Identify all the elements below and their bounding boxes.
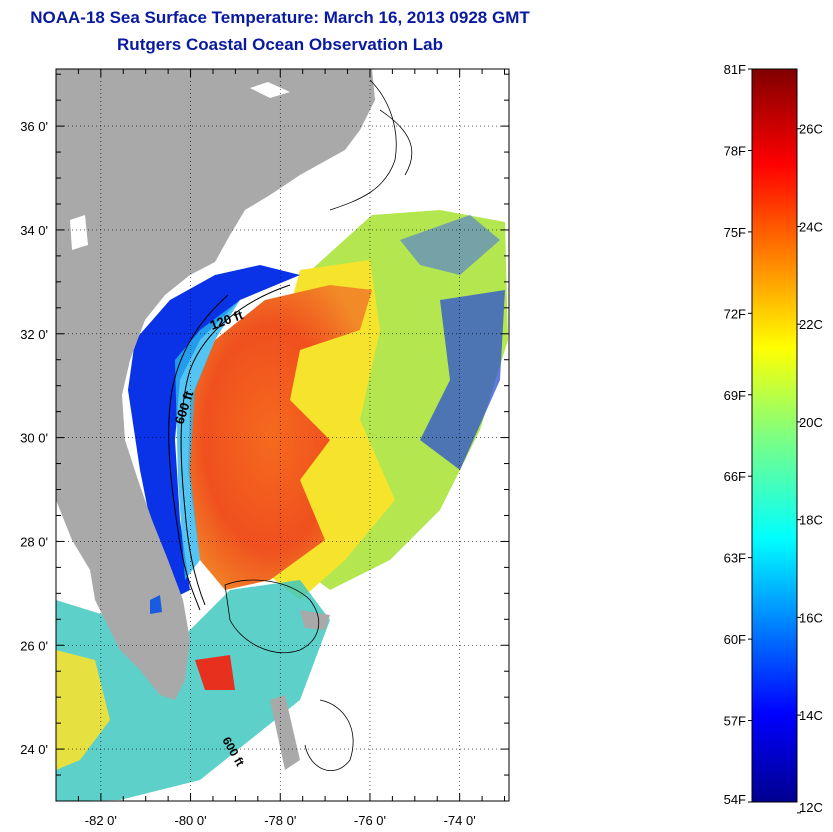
colorbar-c-label: 12C (799, 800, 823, 815)
colorbar-f-label: 72F (724, 306, 746, 321)
colorbar-f-label: 54F (724, 792, 746, 807)
map-ticks: 36 0' 34 0' 32 0' 30 0' 28 0' 26 0' 24 0' -82 0… (20, 69, 509, 828)
lat-tick-label: 28 0' (20, 534, 48, 549)
colorbar-c-label: 26C (799, 122, 823, 137)
coastline-contours-north (329, 79, 413, 211)
lon-tick-label: -74 0' (444, 813, 476, 828)
keys-warm-patch (195, 655, 235, 690)
colorbar-c-label: 20C (799, 415, 823, 430)
offshore-cold-patches (420, 290, 505, 470)
lake (150, 595, 162, 614)
lat-tick-label: 34 0' (20, 223, 48, 238)
bahamas-island (300, 610, 330, 630)
contour-600ft (180, 284, 291, 606)
colorbar-c-label: 18C (799, 513, 823, 528)
lat-tick-label: 24 0' (20, 742, 48, 757)
map-title: NOAA-18 Sea Surface Temperature: March 1… (30, 8, 530, 27)
lon-tick-label: -80 0' (174, 813, 206, 828)
colorbar-f-label: 60F (724, 632, 746, 647)
offshore-cold-patches-2 (400, 215, 500, 275)
lat-tick-label: 26 0' (20, 638, 48, 653)
colorbar (751, 68, 798, 803)
gulf-yellow-water (56, 650, 110, 770)
colorbar-f-label: 75F (724, 225, 746, 240)
map-subtitle: Rutgers Coastal Ocean Observation Lab (117, 35, 443, 54)
lat-tick-label: 30 0' (20, 431, 48, 446)
colorbar-f-label: 63F (724, 551, 746, 566)
cloud-patch (232, 175, 360, 262)
shelf-cold-water (128, 265, 300, 600)
lon-tick-label: -78 0' (264, 813, 296, 828)
lon-tick-label: -82 0' (85, 813, 117, 828)
land-mass (56, 69, 375, 700)
shelf-cyan-edge (175, 300, 240, 580)
map-frame (55, 68, 510, 802)
lon-tick-label: -76 0' (354, 813, 386, 828)
colorbar-f-label: 57F (724, 714, 746, 729)
colorbar-c-label: 24C (799, 219, 823, 234)
colorbar-c-label: 14C (799, 708, 823, 723)
bahamas-island (270, 695, 300, 770)
colorbar-f-label: 69F (724, 388, 746, 403)
lat-tick-label: 36 0' (20, 119, 48, 134)
contour-120ft (168, 294, 229, 611)
colorbar-f-label: 81F (724, 62, 746, 77)
colorbar-c-label: 22C (799, 317, 823, 332)
colorbar-f-label: 78F (724, 143, 746, 158)
colorbar-c-label: 16C (799, 610, 823, 625)
bahamas-contours (224, 579, 354, 771)
colorbar-f-label: 66F (724, 469, 746, 484)
colorbar-labels: 81F 78F 75F 72F 69F 66F 63F 60F 57F 54F 26C 24C 22C 2… (724, 62, 823, 815)
lake (70, 215, 88, 250)
lat-tick-label: 32 0' (20, 327, 48, 342)
